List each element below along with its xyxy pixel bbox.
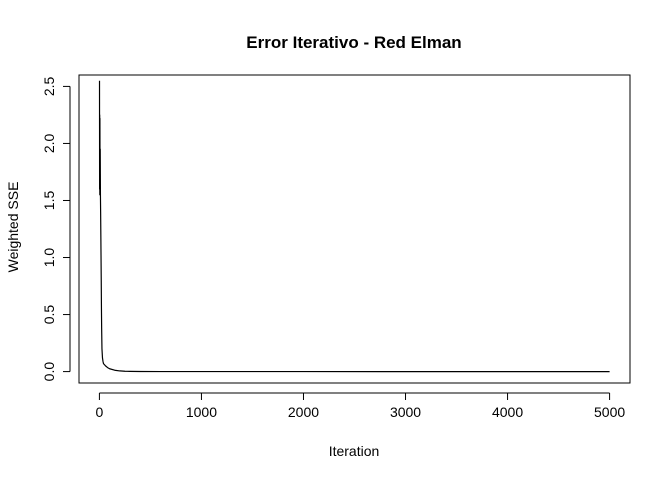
x-tick-label: 2000	[288, 404, 319, 420]
y-tick-label: 1.0	[41, 248, 57, 268]
x-axis: 0 1000 2000 3000 4000 5000	[96, 392, 625, 420]
x-axis-label: Iteration	[329, 443, 380, 459]
y-axis-label: Weighted SSE	[5, 182, 21, 273]
x-tick-label: 5000	[594, 404, 625, 420]
series-line	[98, 80, 610, 373]
x-tick-label: 3000	[390, 404, 421, 420]
y-tick-label: 0.5	[41, 305, 57, 325]
plot-frame	[78, 74, 631, 384]
series-group	[98, 80, 610, 373]
chart-title: Error Iterativo - Red Elman	[246, 33, 461, 52]
y-tick-label: 2.0	[41, 134, 57, 154]
y-tick-label: 1.5	[41, 191, 57, 211]
x-tick-label: 1000	[186, 404, 217, 420]
y-tick-label: 2.5	[41, 76, 57, 96]
x-tick-label: 0	[96, 404, 104, 420]
y-axis: 0.0 0.5 1.0 1.5 2.0 2.5	[41, 76, 71, 382]
x-tick-label: 4000	[492, 404, 523, 420]
y-tick-label: 0.0	[41, 362, 57, 382]
